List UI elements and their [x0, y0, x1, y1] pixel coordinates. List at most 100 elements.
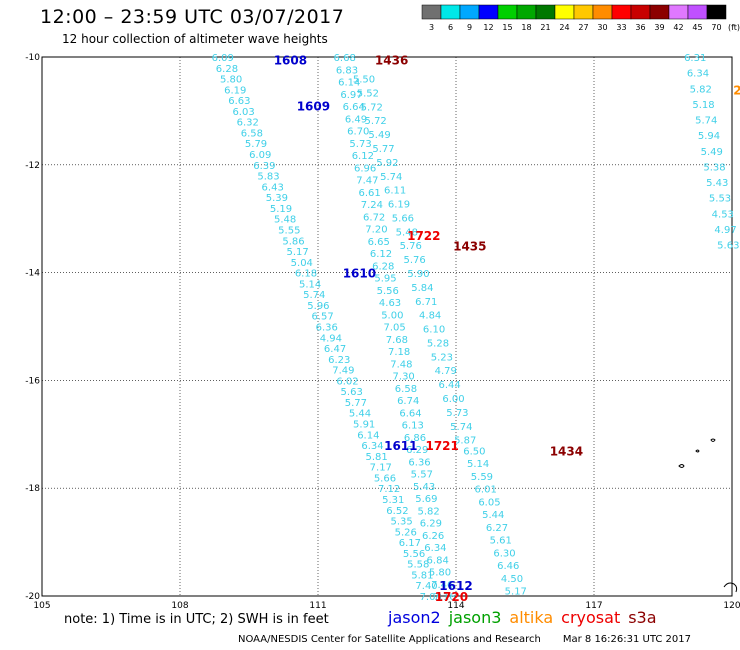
wave-height-value: 5.39: [266, 193, 288, 204]
wave-height-value: 6.47: [324, 344, 346, 355]
wave-height-value: 6.64: [343, 102, 365, 113]
wave-height-value: 4.94: [320, 333, 342, 344]
wave-height-value: 5.74: [450, 422, 472, 433]
wave-height-value: 5.73: [446, 408, 468, 419]
wave-height-value: 5.56: [403, 549, 425, 560]
lat-tick-label: -14: [25, 269, 40, 279]
wave-height-value: 4.97: [714, 225, 736, 236]
islands: [678, 438, 738, 593]
wave-height-value: 6.18: [295, 269, 317, 280]
colorbar-swatch: [706, 4, 727, 20]
credit-line: NOAA/NESDIS Center for Satellite Applica…: [238, 634, 691, 645]
colorbar-label: 36: [635, 23, 645, 32]
legend-s3a: s3a: [628, 608, 657, 627]
wave-height-value: 6.09: [212, 53, 234, 64]
wave-height-value: 5.72: [361, 102, 383, 113]
colorbar-label: 9: [467, 23, 472, 32]
colorbar-label: 15: [502, 23, 512, 32]
wave-height-tracks: 6.096.285.806.196.636.036.326.585.796.09…: [212, 53, 740, 603]
legend-jason2: jason2: [388, 608, 441, 627]
wave-height-value: 6.34: [687, 69, 709, 80]
wave-height-value: 6.10: [423, 325, 445, 336]
wave-height-value: 6.23: [328, 355, 350, 366]
wave-height-value: 5.26: [395, 527, 417, 538]
wave-height-value: 5.82: [690, 84, 712, 95]
wave-height-value: 6.74: [397, 396, 419, 407]
wave-height-value: 5.28: [427, 338, 449, 349]
wave-height-value: 5.57: [411, 470, 433, 481]
wave-height-value: 6.17: [399, 538, 421, 549]
wave-height-value: 5.49: [368, 130, 390, 141]
colorbar-swatch: [421, 4, 442, 20]
wave-height-value: 6.14: [338, 78, 360, 89]
island-shape: [723, 582, 738, 593]
wave-height-value: 7.68: [386, 335, 408, 346]
wave-height-value: 6.64: [399, 408, 421, 419]
wave-height-value: 7.18: [388, 347, 410, 358]
colorbar-label: 21: [540, 23, 550, 32]
wave-height-value: 6.05: [478, 497, 500, 508]
colorbar-swatch: [459, 4, 480, 20]
wave-height-value: 5.84: [411, 283, 433, 294]
colorbar-swatch: [554, 4, 575, 20]
wave-height-value: 6.13: [402, 421, 424, 432]
wave-height-value: 5.91: [353, 420, 375, 431]
wave-height-value: 5.80: [220, 75, 242, 86]
wave-height-value: 5.48: [396, 227, 418, 238]
wave-height-value: 6.32: [237, 118, 259, 129]
wave-height-value: 7.46: [431, 580, 453, 591]
pass-time-label: 1722: [407, 229, 440, 243]
wave-height-value: 4.84: [419, 311, 441, 322]
wave-height-value: 4.79: [435, 366, 457, 377]
wave-height-value: 5.83: [257, 172, 279, 183]
wave-height-value: 6.19: [388, 200, 410, 211]
wave-height-value: 6.28: [372, 261, 394, 272]
pass-time-label: 1720: [435, 590, 468, 604]
wave-height-value: 6.71: [415, 297, 437, 308]
wave-height-value: 6.44: [438, 380, 460, 391]
pass-time-label: 1435: [453, 240, 486, 254]
wave-height-value: 5.76: [400, 241, 422, 252]
wave-height-value: 6.36: [316, 323, 338, 334]
wave-height-value: 6.86: [404, 433, 426, 444]
colorbar-swatch: [535, 4, 556, 20]
wave-height-value: 6.11: [384, 186, 406, 197]
wave-height-value: 6.29: [420, 519, 442, 530]
lat-tick-label: -16: [25, 376, 40, 386]
wave-height-value: 5.44: [482, 510, 504, 521]
wave-height-value: 6.01: [475, 485, 497, 496]
wave-height-value: 5.87: [454, 436, 476, 447]
colorbar-swatch: [478, 4, 499, 20]
wave-height-value: 5.23: [431, 352, 453, 363]
wave-height-value: 4.50: [501, 574, 523, 585]
lon-tick-label: 111: [309, 601, 326, 611]
wave-height-value: 6.12: [370, 249, 392, 260]
colorbar-label: 24: [559, 23, 569, 32]
lon-tick-label: 105: [33, 601, 50, 611]
wave-height-value: 6.09: [249, 150, 271, 161]
wave-height-value: 5.14: [299, 279, 321, 290]
colorbar-label: 70: [711, 23, 721, 32]
colorbar-swatch: [516, 4, 537, 20]
lat-tick-label: -12: [25, 161, 40, 171]
wave-height-value: 5.58: [407, 560, 429, 571]
page-subtitle: 12 hour collection of altimeter wave hei…: [62, 32, 328, 46]
island-shape: [678, 464, 685, 468]
pass-time-label: 1612: [439, 579, 472, 593]
wave-height-value: 5.59: [471, 472, 493, 483]
wave-height-value: 6.28: [216, 64, 238, 75]
wave-height-value: 6.00: [442, 394, 464, 405]
wave-height-value: 6.63: [228, 96, 250, 107]
wave-height-value: 6.65: [368, 237, 390, 248]
colorbar-label: 18: [521, 23, 531, 32]
island-shape: [695, 449, 700, 453]
wave-height-value: 6.43: [262, 182, 284, 193]
wave-height-value: 5.76: [403, 255, 425, 266]
pass-time-label: 1434: [550, 444, 583, 458]
legend-altika: altika: [509, 608, 554, 627]
wave-height-value: 6.52: [386, 506, 408, 517]
pass-time-label: 1609: [297, 100, 330, 114]
colorbar-label: 27: [578, 23, 588, 32]
wave-height-value: 5.44: [349, 409, 371, 420]
footnote: note: 1) Time is in UTC; 2) SWH is in fe…: [64, 612, 329, 627]
